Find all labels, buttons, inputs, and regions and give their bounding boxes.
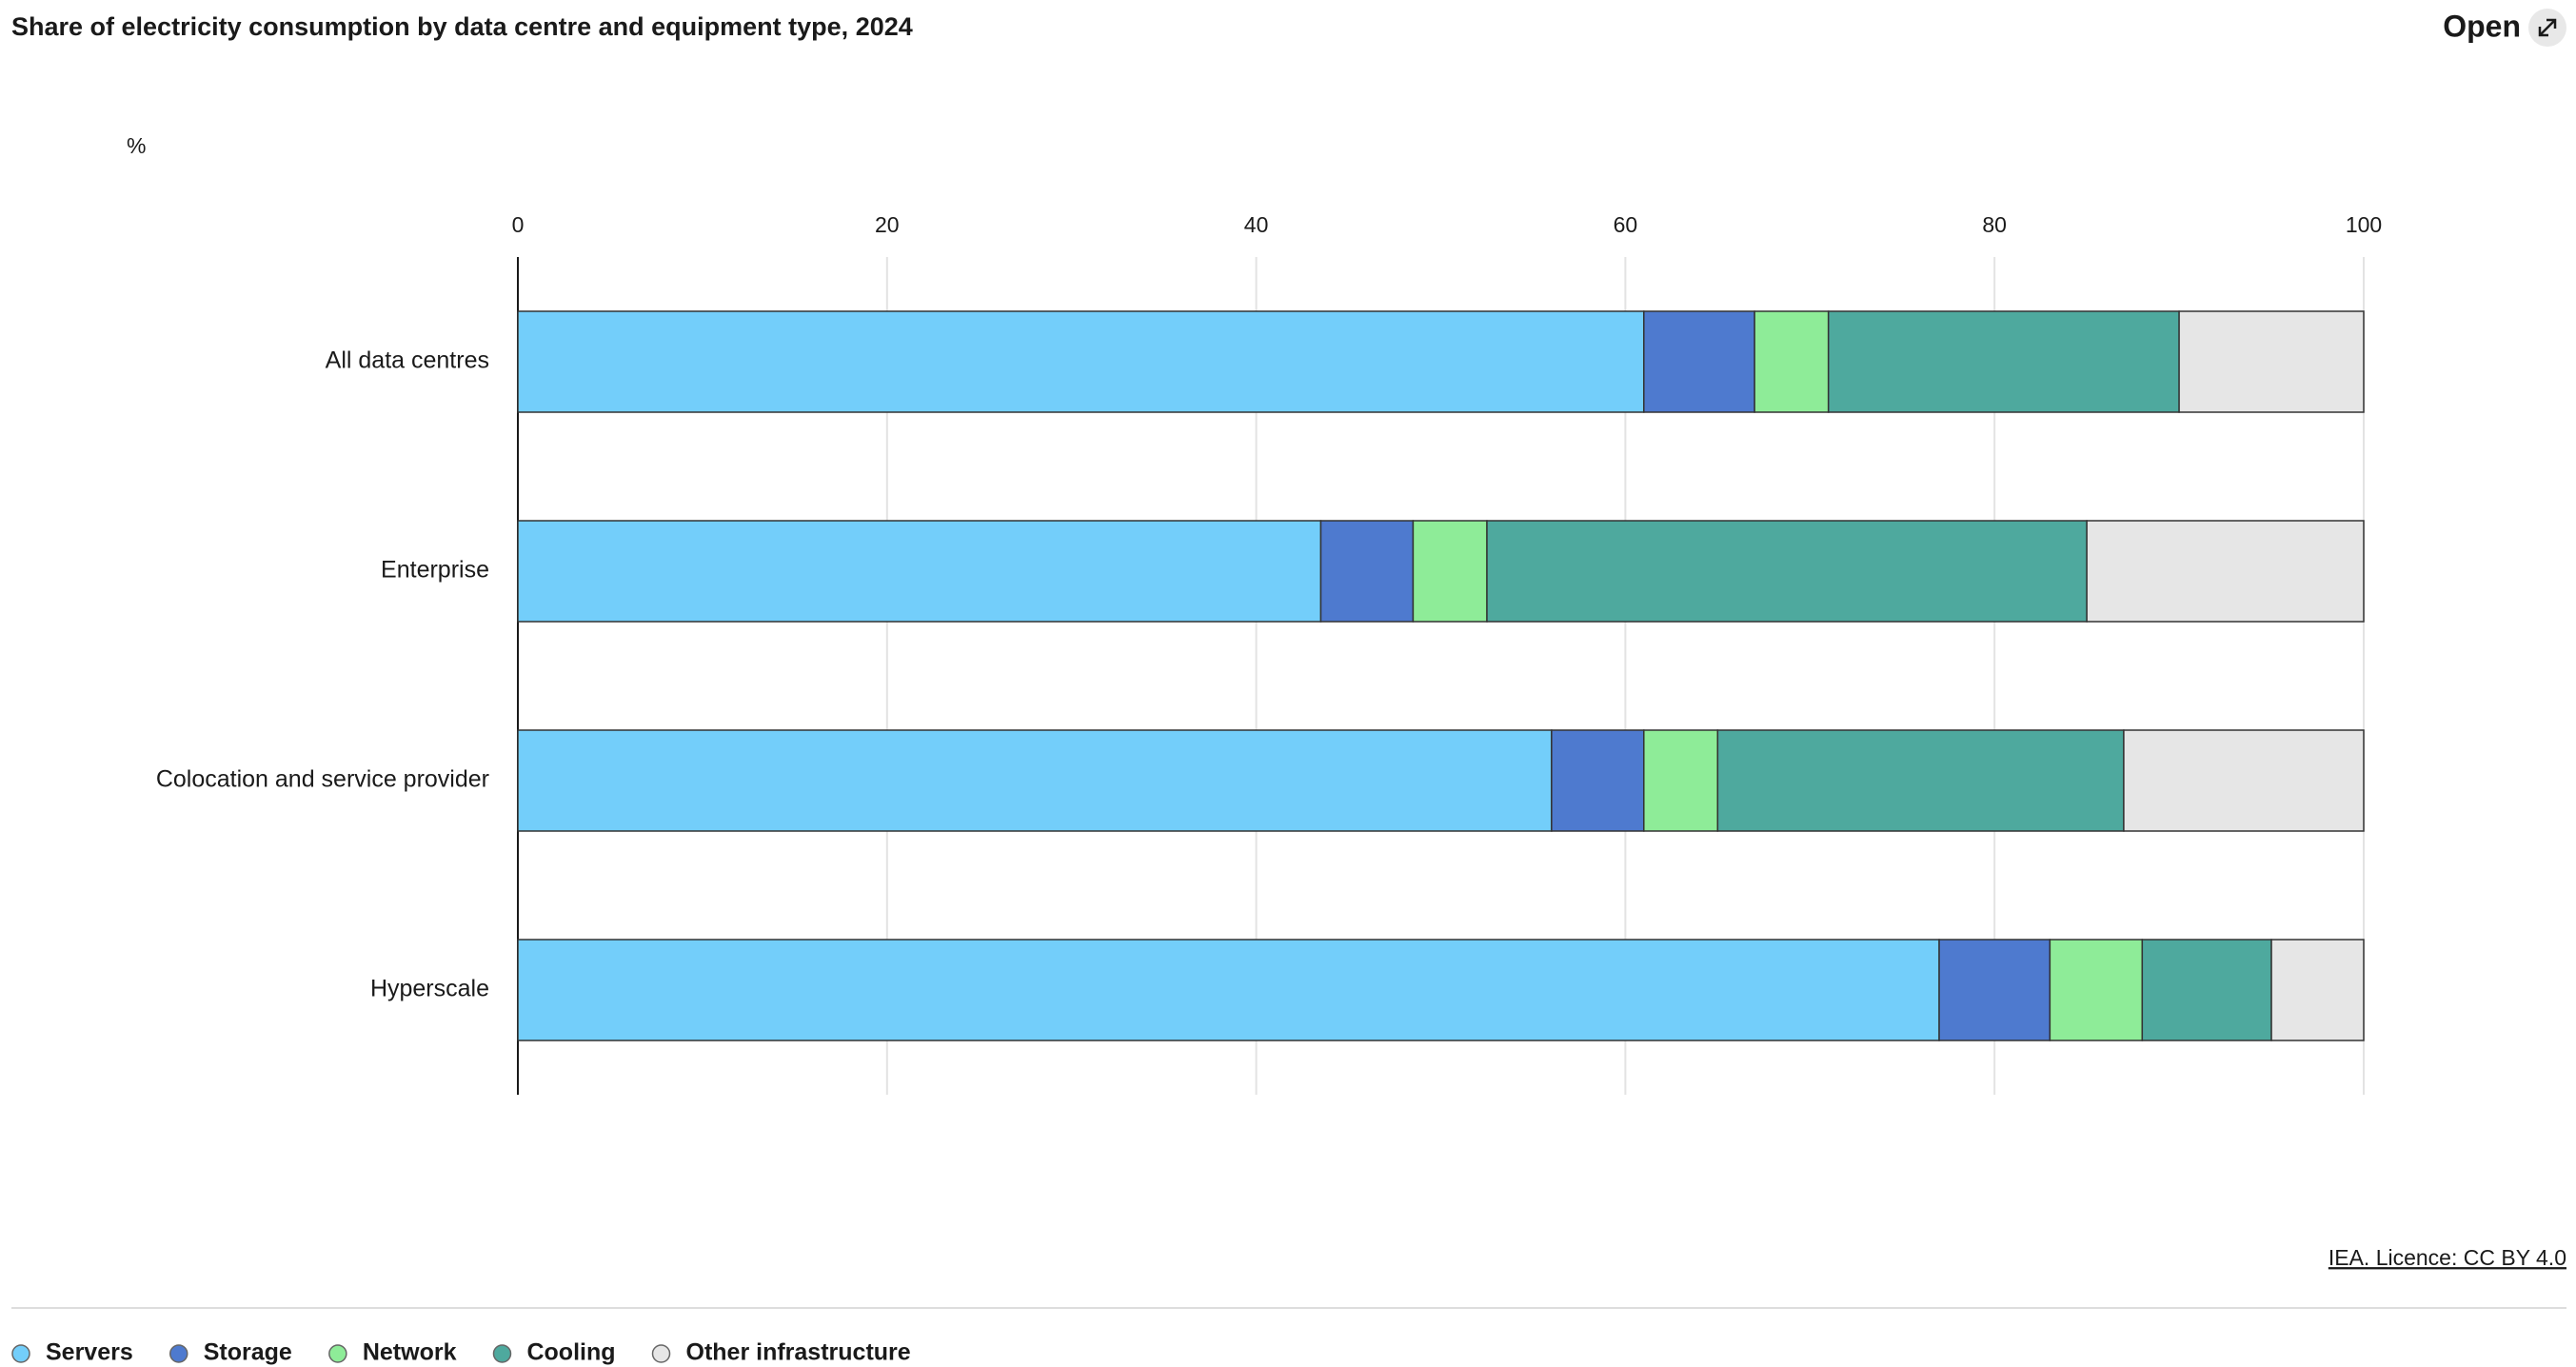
bar-segment — [1643, 310, 1755, 413]
y-tick-label: Colocation and service provider — [156, 766, 489, 793]
legend-label[interactable]: Storage — [204, 1339, 292, 1366]
legend-label[interactable]: Servers — [46, 1339, 133, 1366]
legend-label[interactable]: Network — [363, 1339, 457, 1366]
legend-label[interactable]: Cooling — [526, 1339, 615, 1366]
x-tick-label: 20 — [875, 212, 900, 237]
bar-segment — [1486, 520, 2088, 623]
x-axis-unit: % — [127, 133, 146, 158]
bar-segment — [1754, 310, 1830, 413]
open-icon — [2538, 18, 2557, 37]
legend-swatch — [328, 1344, 347, 1363]
bar-segment — [517, 520, 1322, 623]
bar-segment — [517, 939, 1940, 1041]
bar-segment — [1551, 729, 1645, 832]
x-tick-label: 0 — [512, 212, 525, 237]
bar-segment — [517, 310, 1645, 413]
legend-label[interactable]: Other infrastructure — [686, 1339, 911, 1366]
x-tick-label: 80 — [1982, 212, 2007, 237]
bar-segment — [1319, 520, 1415, 623]
y-tick-label: Enterprise — [381, 557, 489, 584]
bar-segment — [2086, 520, 2365, 623]
bar-segment — [1827, 310, 2180, 413]
bar-segment — [1412, 520, 1488, 623]
x-tick-label: 60 — [1614, 212, 1638, 237]
bar-segment — [1938, 939, 2051, 1041]
x-tick-label: 40 — [1244, 212, 1269, 237]
source-link[interactable]: IEA. Licence: CC BY 4.0 — [2328, 1245, 2566, 1270]
y-tick-label: All data centres — [326, 347, 489, 374]
bar-segment — [517, 729, 1553, 832]
bar-segment — [1716, 729, 2125, 832]
bar-segment — [2123, 729, 2365, 832]
legend-swatch — [169, 1344, 188, 1363]
bar-segment — [2049, 939, 2144, 1041]
y-tick-label: Hyperscale — [370, 976, 489, 1002]
bar-segment — [1643, 729, 1719, 832]
legend-swatch — [651, 1344, 671, 1363]
x-tick-label: 100 — [2346, 212, 2382, 237]
bar-segment — [2270, 939, 2365, 1041]
legend-swatch — [492, 1344, 512, 1363]
bar-segment — [2141, 939, 2272, 1041]
open-button[interactable]: Open — [2443, 9, 2521, 43]
legend-swatch — [11, 1344, 30, 1363]
chart-title: Share of electricity consumption by data… — [11, 12, 913, 41]
bar-segment — [2178, 310, 2365, 413]
